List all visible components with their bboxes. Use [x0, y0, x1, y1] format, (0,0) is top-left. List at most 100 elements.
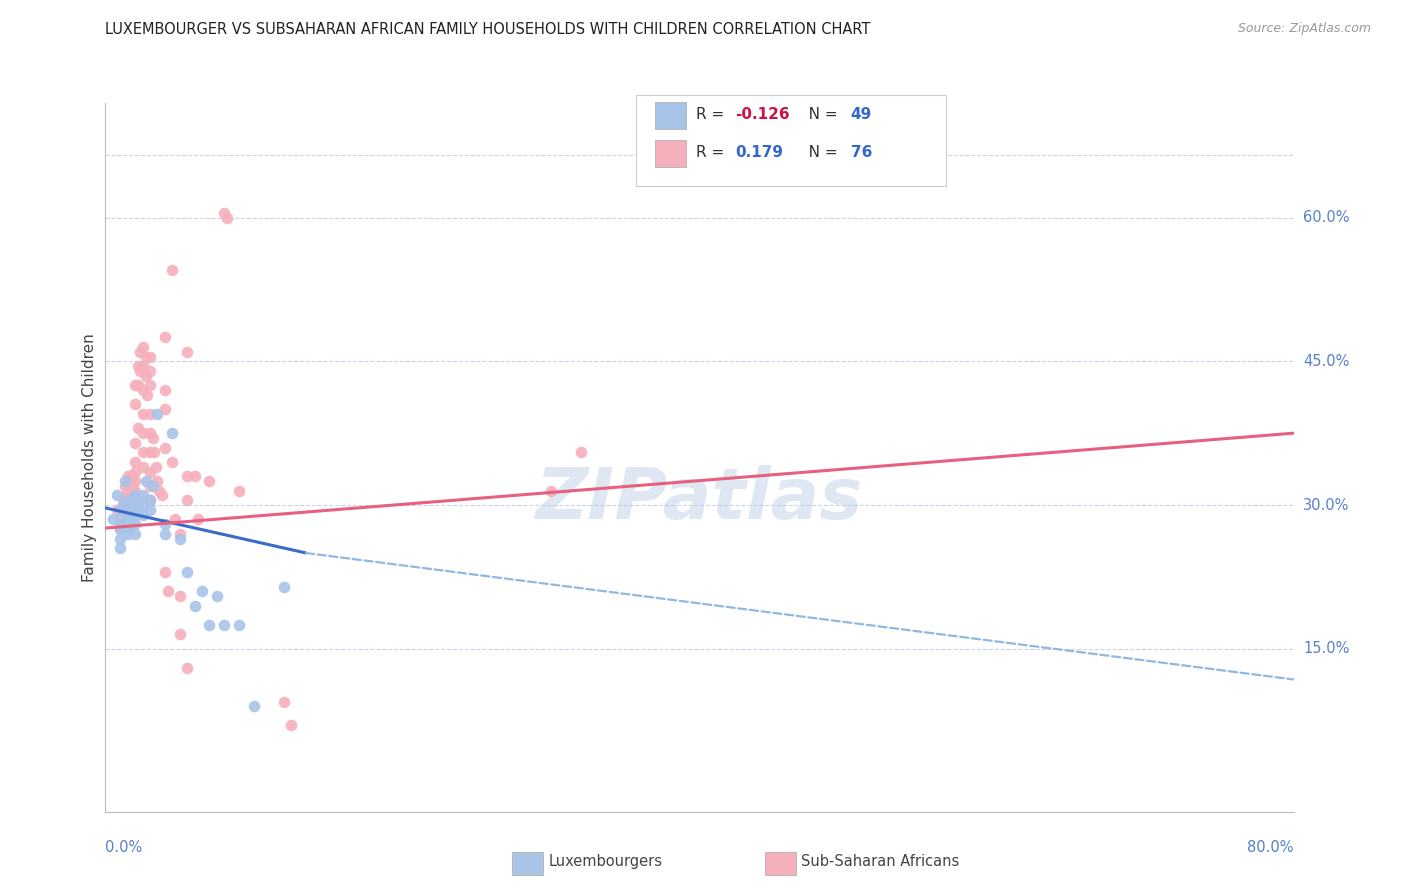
Point	[153, 517, 176, 532]
Point	[228, 618, 250, 632]
Point	[153, 330, 176, 344]
Point	[176, 661, 198, 675]
Point	[110, 532, 132, 546]
Point	[124, 483, 146, 498]
Point	[114, 479, 136, 493]
Point	[118, 498, 141, 512]
Point	[135, 350, 157, 364]
Text: 15.0%: 15.0%	[1303, 641, 1350, 657]
Point	[124, 474, 146, 488]
Text: 76: 76	[851, 145, 872, 160]
Point	[191, 584, 214, 599]
Point	[183, 469, 205, 483]
Point	[139, 350, 162, 364]
Point	[124, 397, 146, 411]
Text: 45.0%: 45.0%	[1303, 354, 1350, 368]
Point	[145, 459, 167, 474]
Point	[117, 493, 139, 508]
Point	[124, 517, 146, 532]
Text: ZIPatlas: ZIPatlas	[536, 466, 863, 534]
Point	[127, 359, 149, 373]
Text: R =: R =	[696, 107, 730, 121]
Text: -0.126: -0.126	[735, 107, 790, 121]
Point	[214, 618, 236, 632]
Point	[169, 589, 191, 603]
Point	[156, 584, 179, 599]
Point	[169, 532, 191, 546]
Point	[114, 474, 136, 488]
Point	[169, 627, 191, 641]
Point	[131, 459, 153, 474]
Point	[143, 445, 166, 459]
Point	[131, 359, 153, 373]
Point	[153, 565, 176, 579]
Point	[139, 493, 162, 508]
Text: 80.0%: 80.0%	[1247, 840, 1294, 855]
Point	[117, 503, 139, 517]
Point	[214, 206, 236, 220]
Point	[198, 618, 221, 632]
Point	[110, 517, 132, 532]
Point	[205, 589, 228, 603]
Point	[165, 512, 187, 526]
Point	[162, 455, 184, 469]
Point	[162, 263, 184, 277]
Text: 30.0%: 30.0%	[1303, 498, 1350, 513]
Point	[118, 503, 141, 517]
Point	[121, 488, 143, 502]
Point	[176, 344, 198, 359]
Point	[135, 368, 157, 383]
Text: Luxembourgers: Luxembourgers	[548, 855, 662, 869]
Point	[153, 402, 176, 417]
Point	[112, 493, 135, 508]
Point	[124, 465, 146, 479]
Point	[146, 474, 169, 488]
Point	[121, 512, 143, 526]
Point	[135, 474, 157, 488]
Point	[146, 407, 169, 421]
Point	[118, 512, 141, 526]
Point	[121, 503, 143, 517]
Point	[115, 522, 138, 536]
Point	[131, 445, 153, 459]
Point	[228, 483, 250, 498]
Point	[139, 445, 162, 459]
Point	[153, 526, 176, 541]
Point	[139, 378, 162, 392]
Point	[110, 541, 132, 556]
Point	[139, 407, 162, 421]
Point	[142, 431, 165, 445]
Point	[186, 512, 208, 526]
Point	[105, 488, 128, 502]
Point	[124, 455, 146, 469]
Point	[198, 474, 221, 488]
Point	[569, 445, 592, 459]
Point	[139, 493, 162, 508]
Text: R =: R =	[696, 145, 730, 160]
Point	[139, 465, 162, 479]
Point	[124, 508, 146, 522]
Point	[124, 435, 146, 450]
Point	[131, 383, 153, 397]
Point	[110, 522, 132, 536]
Point	[127, 378, 149, 392]
Point	[110, 503, 132, 517]
Text: N =: N =	[794, 145, 842, 160]
Point	[139, 364, 162, 378]
Text: 49: 49	[851, 107, 872, 121]
Point	[540, 483, 562, 498]
Point	[176, 493, 198, 508]
Point	[117, 469, 139, 483]
Point	[112, 498, 135, 512]
Point	[124, 526, 146, 541]
Point	[176, 469, 198, 483]
Point	[153, 383, 176, 397]
Text: N =: N =	[794, 107, 842, 121]
Point	[273, 694, 295, 708]
Y-axis label: Family Households with Children: Family Households with Children	[82, 333, 97, 582]
Point	[115, 488, 138, 502]
Point	[110, 512, 132, 526]
Point	[124, 378, 146, 392]
Point	[131, 498, 153, 512]
Point	[150, 488, 173, 502]
